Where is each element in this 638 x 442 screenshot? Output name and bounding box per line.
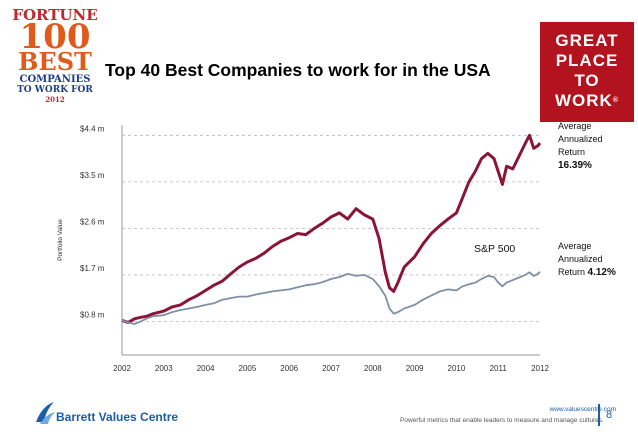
sp500-return-note: Average Annualized Return 4.12% [558, 240, 616, 279]
x-tick-label: 2008 [364, 364, 382, 373]
gptw-line3: TO [574, 71, 600, 90]
y-tick-label: $4.4 m [80, 124, 105, 133]
x-tick-label: 2006 [280, 364, 298, 373]
best-companies-line [121, 133, 542, 324]
footer-tagline: Powerful metrics that enable leaders to … [400, 417, 604, 424]
y-tick-label: $0.8 m [80, 310, 105, 319]
sp500-annotation: S&P 500 [474, 243, 515, 255]
note-label: Average [558, 241, 592, 251]
note-label-with-value: Return 4.12% [558, 267, 616, 278]
x-tick-label: 2010 [448, 364, 466, 373]
footer-url[interactable]: www.valuescentre.com [549, 406, 616, 413]
chart-gridlines [122, 134, 540, 322]
fortune-logo-line5: TO WORK FOR [17, 85, 93, 95]
page-number: 8 [606, 409, 613, 421]
x-tick-label: 2002 [113, 364, 131, 373]
note-label: Annualized [558, 254, 603, 264]
fortune-logo-line4: COMPANIES [19, 74, 91, 85]
gptw-line2: PLACE [555, 51, 619, 70]
y-axis-label: Portfolio Value [57, 219, 64, 261]
gptw-line1: GREAT [555, 31, 619, 50]
sp500-return-value: 4.12% [587, 267, 616, 278]
fortune-logo-year: 2012 [45, 95, 65, 104]
note-label: Return [558, 147, 586, 157]
y-tick-label: $3.5 m [80, 171, 105, 180]
x-tick-label: 2005 [239, 364, 257, 373]
fortune-logo-line3: BEST [18, 47, 92, 76]
note-label: Annualized [558, 134, 603, 144]
best-companies-return-value: 16.39% [558, 160, 592, 171]
slide-title: Top 40 Best Companies to work for in the… [105, 60, 491, 80]
note-label: Average [558, 121, 592, 131]
x-tick-label: 2004 [197, 364, 215, 373]
fortune-logo-line1: FORTUNE [12, 6, 98, 24]
chart-series [121, 133, 542, 325]
best-companies-return-note: Average Annualized Return 16.39% [558, 120, 603, 172]
x-tick-label: 2012 [531, 364, 549, 373]
barrett-logo-icon [36, 402, 55, 424]
x-tick-label: 2007 [322, 364, 340, 373]
gptw-line4: WORK® [555, 91, 619, 110]
fortune-logo-line2: 100 [19, 17, 91, 57]
x-tick-label: 2011 [490, 364, 508, 373]
chart-axes [121, 125, 540, 356]
sp500-line [121, 271, 541, 325]
great-place-to-work-logo: GREAT PLACE TO WORK® [540, 22, 634, 122]
y-tick-label: $2.6 m [80, 217, 105, 226]
chart-labels: $0.8 m $1.7 m $2.6 m $3.5 m $4.4 m 2002 2003 20… [57, 124, 549, 373]
brand-name: Barrett Values Centre [56, 410, 179, 424]
x-tick-label: 2009 [406, 364, 424, 373]
page-divider [598, 404, 600, 426]
x-tick-label: 2003 [155, 364, 173, 373]
fortune-100-best-logo: FORTUNE 100 BEST COMPANIES TO WORK FOR 2… [2, 4, 108, 104]
y-tick-label: $1.7 m [80, 264, 105, 273]
